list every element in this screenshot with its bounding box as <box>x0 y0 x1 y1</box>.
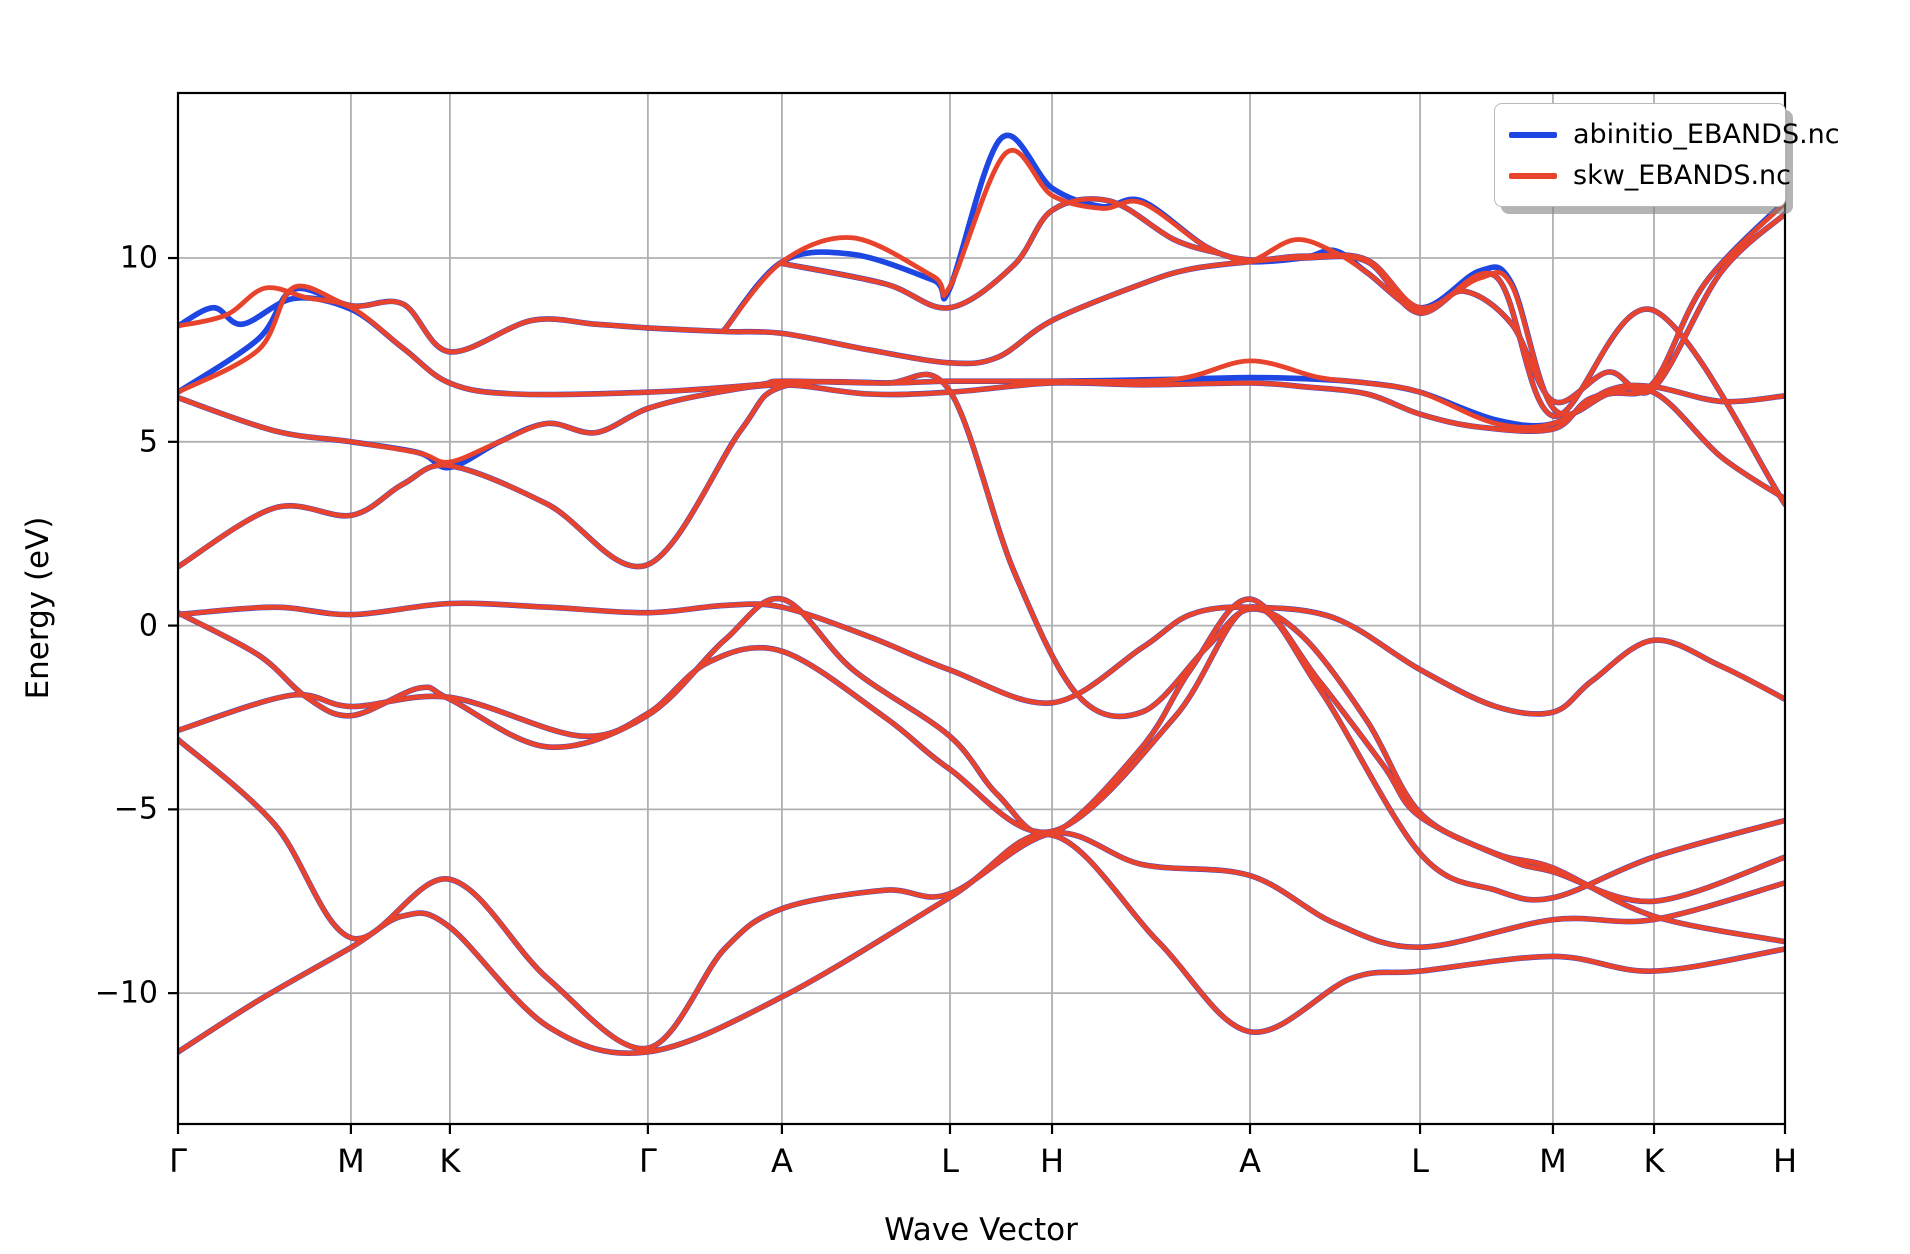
band-curve-skw <box>178 604 1785 903</box>
legend-entry-skw: skw_EBANDS.nc <box>1509 155 1791 196</box>
legend-line-red-icon <box>1509 172 1557 179</box>
x-tick-label: A <box>1239 1142 1261 1180</box>
x-tick-label: K <box>1643 1142 1665 1180</box>
legend-label-skw: skw_EBANDS.nc <box>1573 160 1792 191</box>
legend-entry-abinitio: abinitio_EBANDS.nc <box>1509 114 1840 155</box>
band-curve-abinitio <box>178 604 1785 903</box>
x-tick-label: Γ <box>169 1142 187 1180</box>
y-tick-label: −5 <box>113 791 158 827</box>
x-tick-label: H <box>1040 1142 1065 1180</box>
legend: abinitio_EBANDS.nc skw_EBANDS.nc <box>1494 103 1840 207</box>
band-curve-abinitio <box>779 196 1785 406</box>
band-curve-skw <box>779 196 1785 405</box>
band-curve-skw <box>178 737 1785 1051</box>
y-tick-label: 5 <box>138 424 158 460</box>
y-tick-label: −10 <box>94 975 158 1011</box>
x-tick-label: A <box>770 1142 793 1180</box>
x-tick-label: L <box>1411 1142 1429 1180</box>
x-tick-label: K <box>439 1142 461 1180</box>
x-tick-label: Γ <box>638 1142 657 1180</box>
legend-line-blue-icon <box>1509 131 1557 138</box>
band-curve-skw <box>178 596 1785 904</box>
band-curve-skw <box>178 380 1785 502</box>
x-axis-label: Wave Vector <box>884 1212 1078 1248</box>
y-tick-label: 10 <box>119 240 158 276</box>
band-curves <box>178 132 1785 1057</box>
band-curve-skw <box>178 372 1785 945</box>
x-tick-label: H <box>1772 1142 1798 1180</box>
band-curve-abinitio <box>178 595 1785 905</box>
band-curve-abinitio <box>178 371 1785 945</box>
legend-label-abinitio: abinitio_EBANDS.nc <box>1573 119 1840 150</box>
x-tick-label: M <box>1539 1142 1567 1180</box>
band-curve-skw <box>178 600 1785 717</box>
plot-border <box>176 91 1787 1126</box>
y-tick-label: 0 <box>138 608 158 644</box>
band-curve-skw <box>178 285 1785 430</box>
x-tick-label: L <box>941 1142 959 1180</box>
x-tick-label: M <box>337 1142 365 1180</box>
band-curve-skw <box>178 253 1785 507</box>
